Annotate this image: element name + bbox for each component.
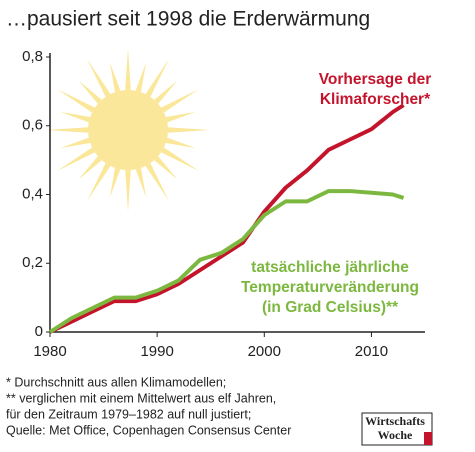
sun-ray (125, 48, 131, 91)
sun-ray (165, 137, 196, 149)
data-line (49, 103, 405, 334)
y-tick-label: 0,6 (22, 117, 43, 134)
sun-ray (46, 127, 89, 133)
footnote: ** verglichen mit einem Mittelwert aus e… (6, 391, 276, 405)
x-tick-label: 2010 (355, 343, 388, 360)
x-tick-label: 2000 (248, 343, 281, 360)
x-tick-label: 1990 (140, 343, 173, 360)
sun-ray (165, 111, 196, 123)
series-label: tatsächliche jährliche (251, 259, 409, 276)
sun-ray (145, 58, 169, 97)
logo-text: Woche (378, 428, 413, 442)
series-label: Vorhersage der (319, 71, 432, 88)
y-tick-label: 0,4 (22, 185, 43, 202)
sun-ray (161, 147, 200, 171)
logo-text: Wirtschafts (365, 414, 425, 428)
y-tick-label: 0 (35, 323, 43, 340)
sun-ray (154, 156, 178, 180)
sun-ray (135, 167, 147, 198)
series-label: Temperaturveränderung (241, 279, 419, 296)
chart-title: …pausiert seit 1998 die Erderwärmung (6, 8, 370, 31)
series-label: (in Grad Celsius)** (262, 299, 399, 316)
logo-accent (424, 432, 432, 445)
y-tick-label: 0,8 (22, 48, 43, 65)
series-label: Klimaforscher* (320, 91, 431, 108)
sun-ray (78, 156, 102, 180)
sun-ray (56, 89, 95, 113)
sun-ray (161, 89, 200, 113)
sun-core (88, 90, 168, 170)
sun-ray (56, 147, 95, 171)
sun-ray (154, 80, 178, 104)
sun-illustration (46, 48, 210, 212)
sun-ray (109, 167, 121, 198)
x-tick-label: 1980 (33, 343, 66, 360)
sun-ray (60, 111, 91, 123)
sun-ray (87, 58, 111, 97)
sun-ray (167, 127, 210, 133)
sun-ray (145, 163, 169, 202)
data-line (48, 189, 405, 334)
footnote: * Durchschnitt aus allen Klimamodellen; (6, 375, 226, 389)
sun-ray (109, 62, 121, 93)
sun-ray (60, 137, 91, 149)
sun-ray (87, 163, 111, 202)
sun-ray (78, 80, 102, 104)
footnote: Quelle: Met Office, Copenhagen Consensus… (6, 423, 291, 437)
sun-ray (125, 169, 131, 212)
y-tick-label: 0,2 (22, 254, 43, 271)
logo-box (361, 412, 433, 446)
footnote: für den Zeitraum 1979–1982 auf null just… (6, 407, 251, 421)
sun-ray (135, 62, 147, 93)
